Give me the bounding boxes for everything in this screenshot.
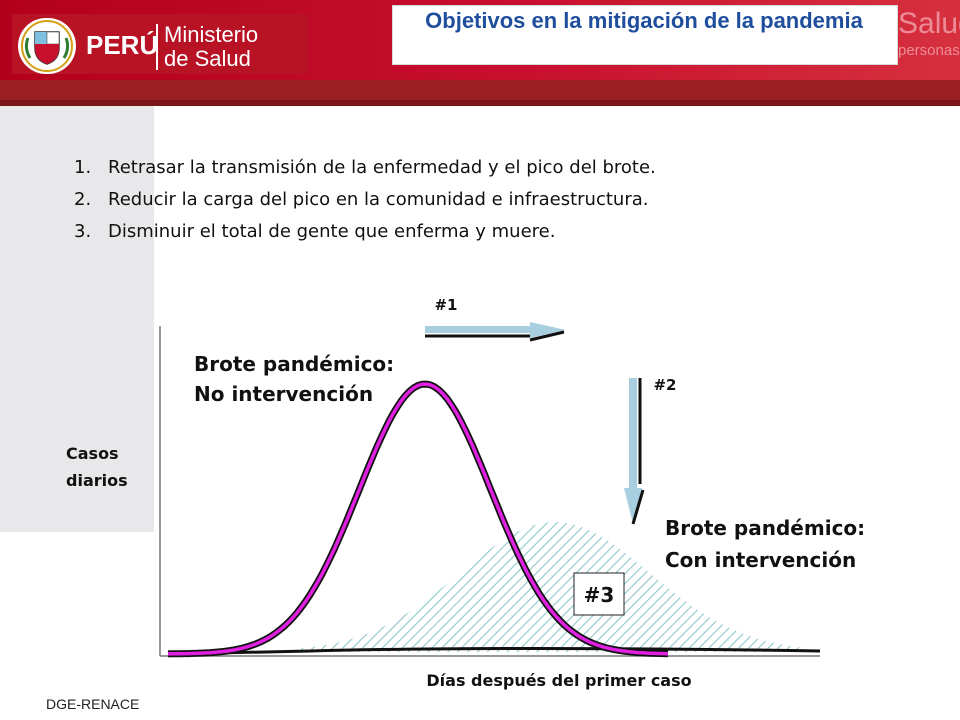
objective-number: 2.: [74, 189, 92, 210]
objective-text: Disminuir el total de gente que enferma …: [108, 221, 556, 242]
y-axis-label-line2: diarios: [66, 471, 128, 490]
logo-divider: [156, 24, 158, 70]
objective-text: Reducir la carga del pico en la comunida…: [108, 189, 649, 210]
baseline-line: [169, 647, 821, 656]
arrow-delay-icon: [425, 322, 566, 342]
arrow2-label: #2: [653, 376, 676, 394]
arrow1-label: #1: [434, 296, 457, 314]
footer-source: DGE-RENACE: [46, 696, 140, 712]
curve-no-intervention: [167, 382, 669, 656]
objective-number: 3.: [74, 221, 92, 242]
x-axis-label: Días después del primer caso: [426, 671, 691, 690]
curve-with-intervention: [300, 522, 805, 652]
page-title: Objetivos en la mitigación de la pandemi…: [425, 8, 863, 33]
area-label: #3: [584, 583, 615, 607]
objective-item: 1. Retrasar la transmisión de la enfermed…: [74, 152, 794, 184]
objective-item: 2. Reducir la carga del pico en la comuni…: [74, 184, 794, 216]
coat-of-arms-icon: [18, 18, 76, 74]
logo-ministry-line1: Ministerio: [164, 22, 259, 47]
header-bottom-stripe: [0, 100, 960, 106]
objective-text: Retrasar la transmisión de la enfermedad…: [108, 157, 656, 178]
area-label-box: [573, 572, 625, 616]
curve2-label-line2: Con intervención: [665, 548, 856, 572]
arrow-reduce-peak-icon: [624, 378, 645, 525]
curve1-label-line2: No intervención: [194, 382, 373, 406]
objective-number: 1.: [74, 157, 92, 178]
logo-ministry-line2: de Salud: [164, 46, 251, 71]
logo-country-label: PERÚ: [86, 30, 159, 60]
title-box: [392, 5, 898, 65]
y-axis-label-line1: Casos: [66, 444, 119, 463]
curve2-label-line1: Brote pandémico:: [665, 516, 865, 540]
objective-item: 3. Disminuir el total de gente que enferm…: [74, 216, 794, 248]
side-panel: [0, 106, 154, 532]
header-decorative-word: Salud: [898, 7, 960, 40]
curve1-label-line1: Brote pandémico:: [194, 352, 394, 376]
header-decorative-subword: personas: [898, 42, 960, 59]
objectives-list: 1. Retrasar la transmisión de la enfermed…: [74, 152, 794, 248]
